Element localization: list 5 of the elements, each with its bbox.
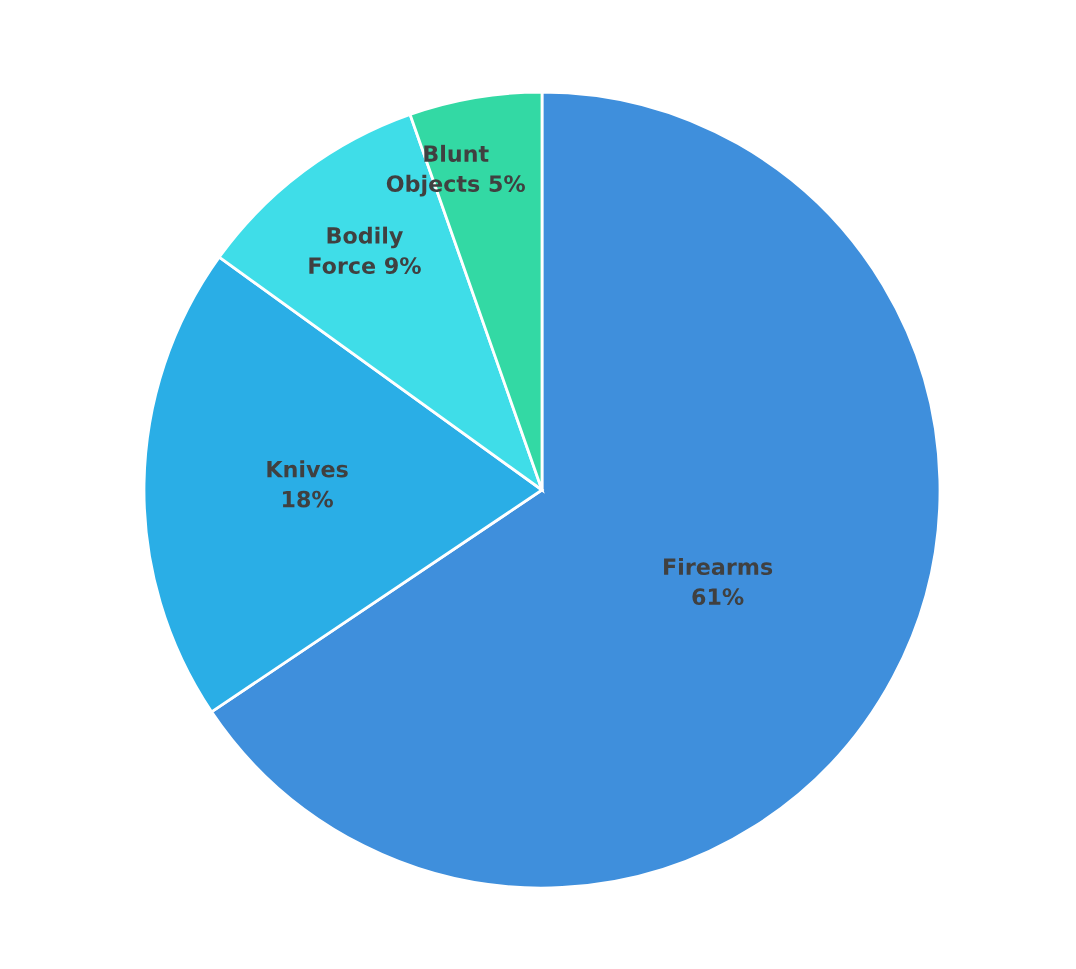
slice-label: Knives [267, 460, 348, 478]
slice-label: Bodily Force 9% [309, 226, 421, 274]
data-label: 18% [283, 490, 333, 508]
data-label: 61% [692, 588, 744, 606]
slice-label: Firearms [664, 557, 773, 576]
